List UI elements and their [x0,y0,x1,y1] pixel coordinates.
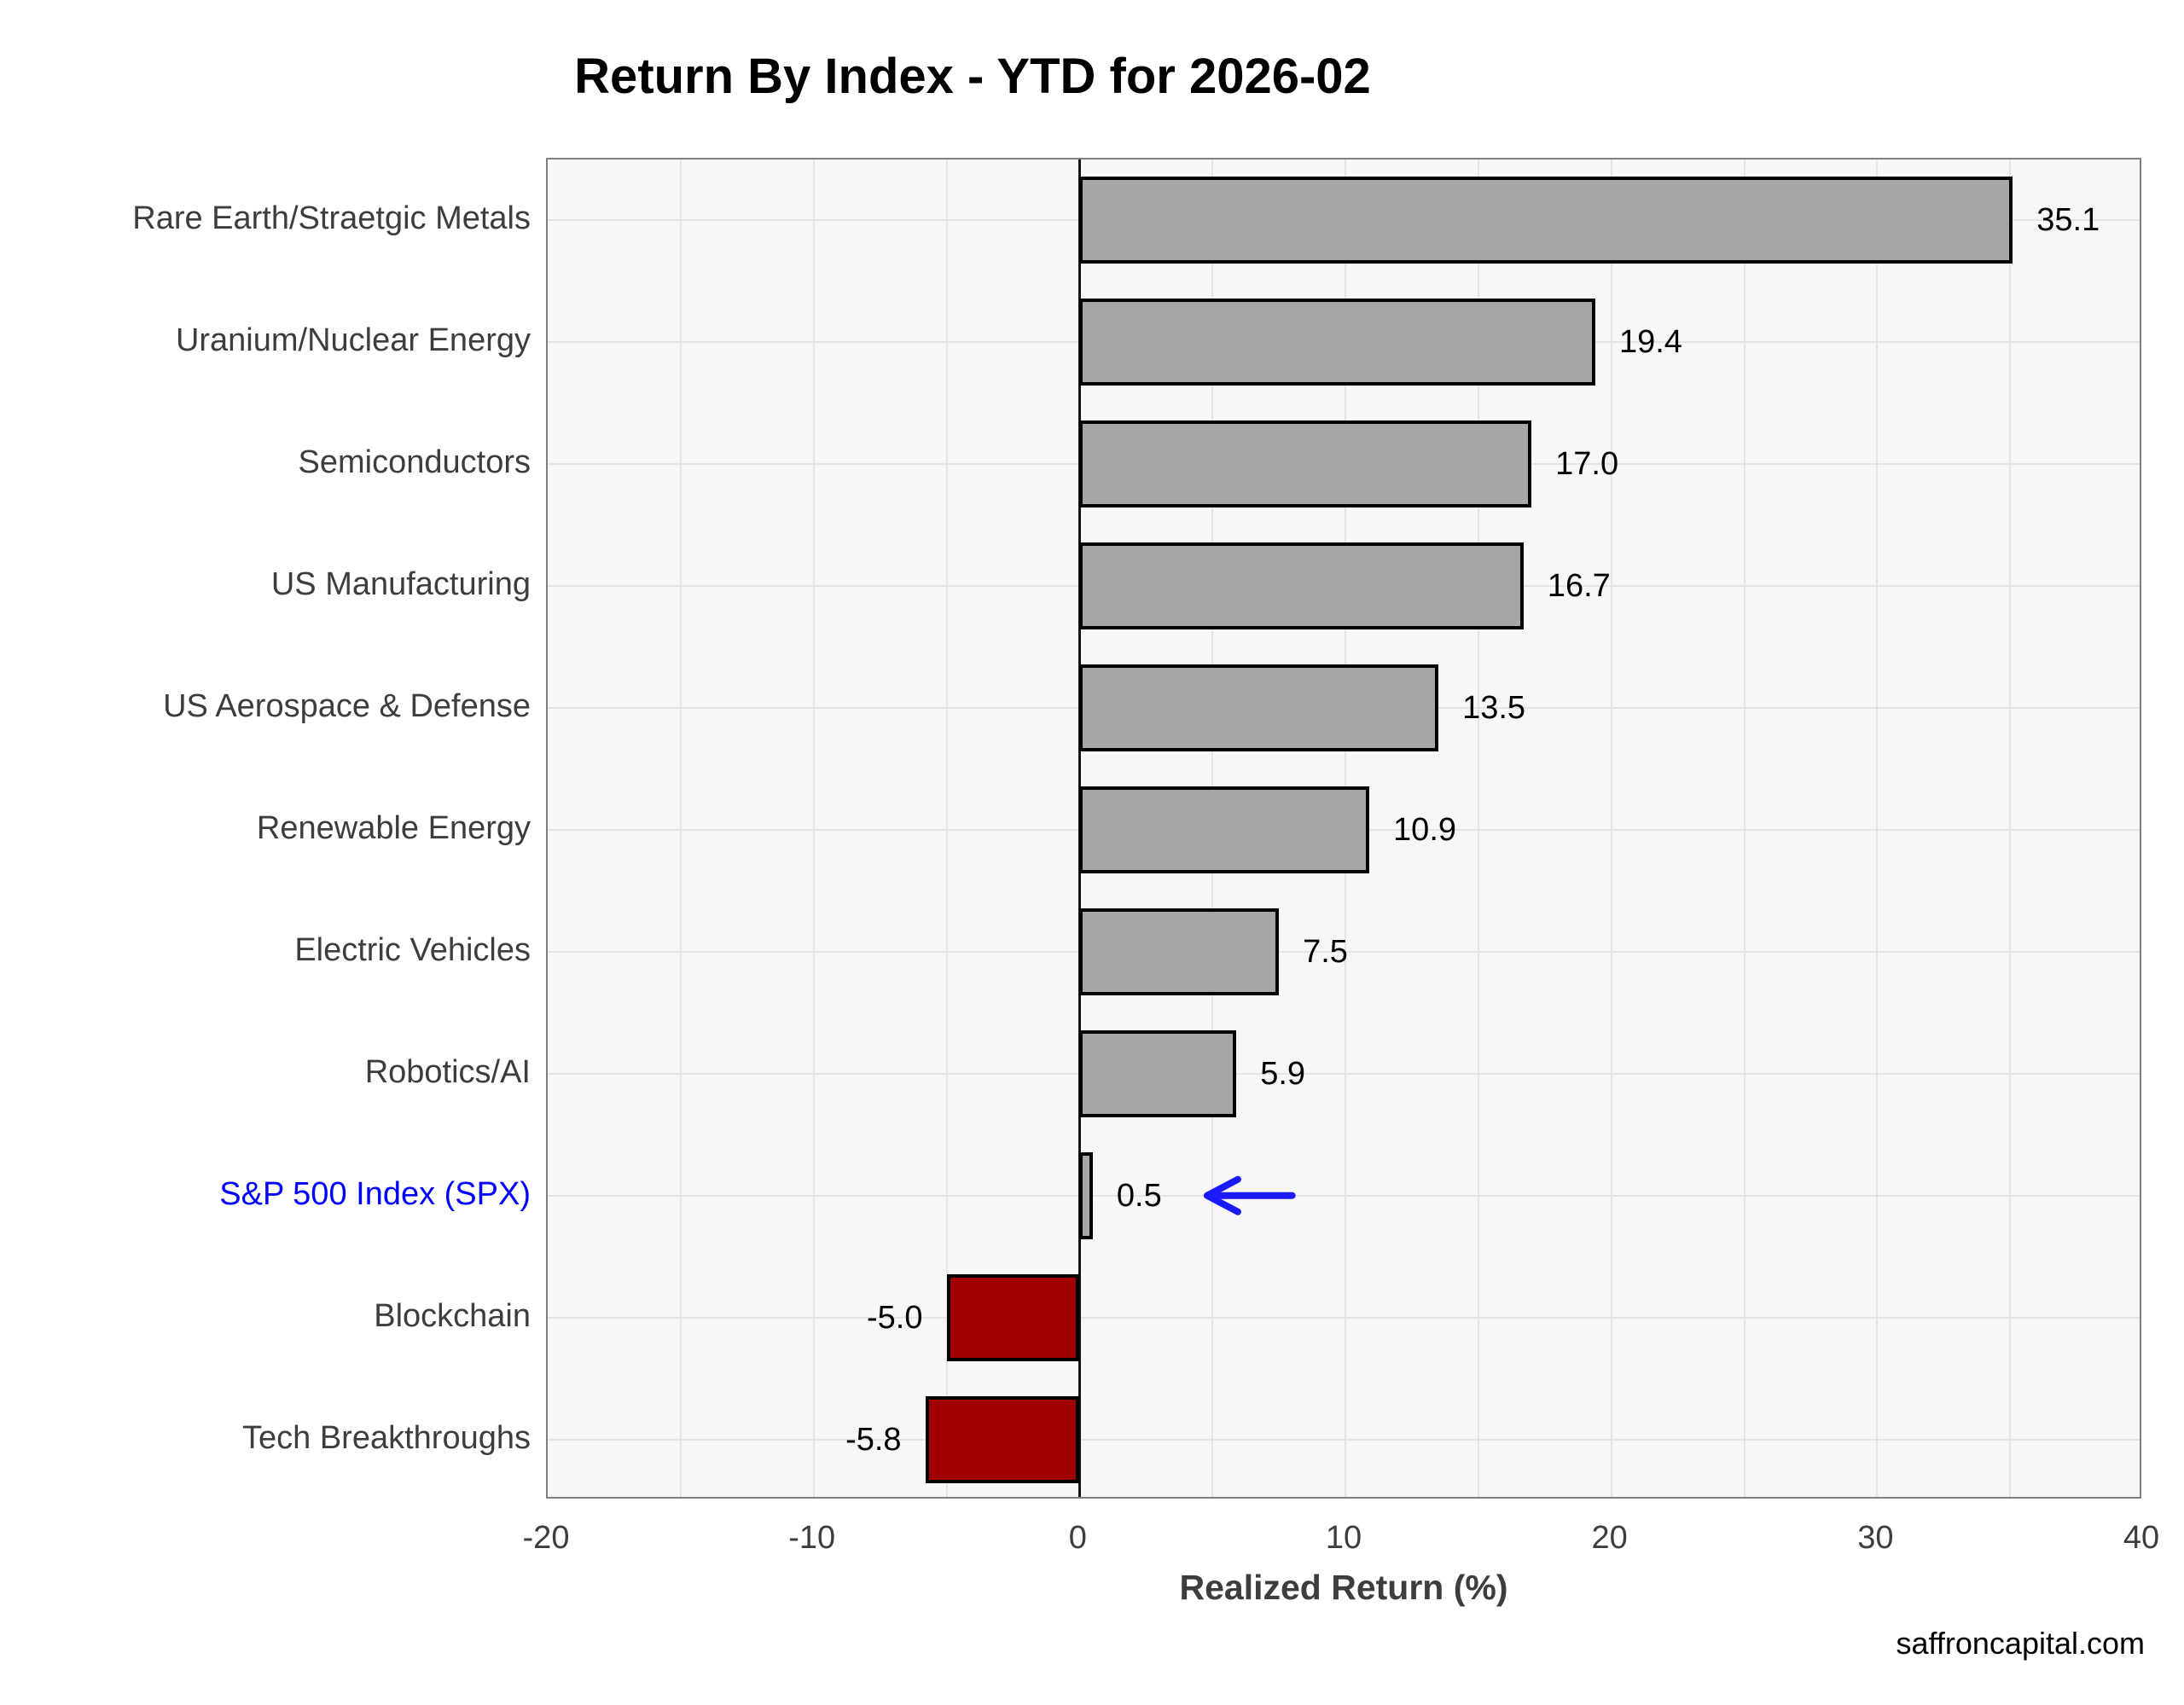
category-label: S&P 500 Index (SPX) [219,1175,531,1212]
x-tick-label: 10 [1325,1520,1362,1556]
bar [1079,177,2013,264]
bar [1079,908,1280,995]
bar [1079,299,1595,386]
category-label: Rare Earth/Straetgic Metals [132,200,531,237]
vertical-gridline [1477,159,1479,1497]
horizontal-gridline [548,1438,2140,1441]
bar [1079,420,1532,508]
horizontal-gridline [548,1072,2140,1075]
footer-watermark: saffroncapital.com [1896,1626,2145,1661]
bar [1079,1151,1093,1239]
vertical-gridline [812,159,815,1497]
bar [1079,542,1524,630]
bar-value-label: 5.9 [1260,1055,1306,1092]
bar-value-label: 17.0 [1555,446,1619,483]
bar-value-label: 7.5 [1303,933,1348,970]
category-label: Semiconductors [298,444,531,481]
x-tick-label: -10 [788,1520,836,1556]
category-label: Renewable Energy [256,810,531,846]
bar-value-label: 16.7 [1547,568,1611,605]
bar-value-label: 35.1 [2036,202,2100,239]
x-axis-title: Realized Return (%) [1179,1568,1508,1607]
bar-value-label: 19.4 [1618,324,1682,361]
bar-value-label: -5.0 [867,1299,923,1336]
bar-value-label: -5.8 [845,1421,902,1458]
vertical-gridline [1876,159,1879,1497]
category-label: Robotics/AI [364,1053,531,1090]
bar-value-label: 0.5 [1116,1177,1162,1214]
horizontal-gridline [548,1316,2140,1319]
category-label: US Manufacturing [270,566,531,603]
x-tick-label: -20 [522,1520,570,1556]
category-label: Blockchain [374,1297,531,1334]
x-tick-label: 20 [1591,1520,1628,1556]
category-label: Tech Breakthroughs [242,1419,531,1456]
category-label: Electric Vehicles [294,931,531,968]
bar-value-label: 13.5 [1462,690,1526,727]
vertical-gridline [945,159,948,1497]
bar [1079,786,1370,873]
chart-title: Return By Index - YTD for 2026-02 [574,49,1371,104]
bar [946,1273,1080,1361]
vertical-gridline [1610,159,1612,1497]
bar [1079,1029,1237,1117]
vertical-gridline [2009,159,2012,1497]
category-label: US Aerospace & Defense [163,688,531,725]
bar [925,1395,1080,1483]
horizontal-gridline [548,1194,2140,1197]
plot-area: 35.1 19.4 17.0 16.7 13.5 10.9 7.5 5.9 0.5 -5.0 -5.… [546,158,2141,1499]
category-label: Uranium/Nuclear Energy [175,322,531,359]
x-tick-label: 30 [1857,1520,1894,1556]
vertical-gridline [679,159,682,1497]
x-tick-label: 0 [1068,1520,1087,1556]
horizontal-gridline [548,950,2140,953]
vertical-gridline [1743,159,1745,1497]
bar-value-label: 10.9 [1393,812,1457,848]
x-tick-label: 40 [2123,1520,2160,1556]
bar [1079,664,1439,752]
